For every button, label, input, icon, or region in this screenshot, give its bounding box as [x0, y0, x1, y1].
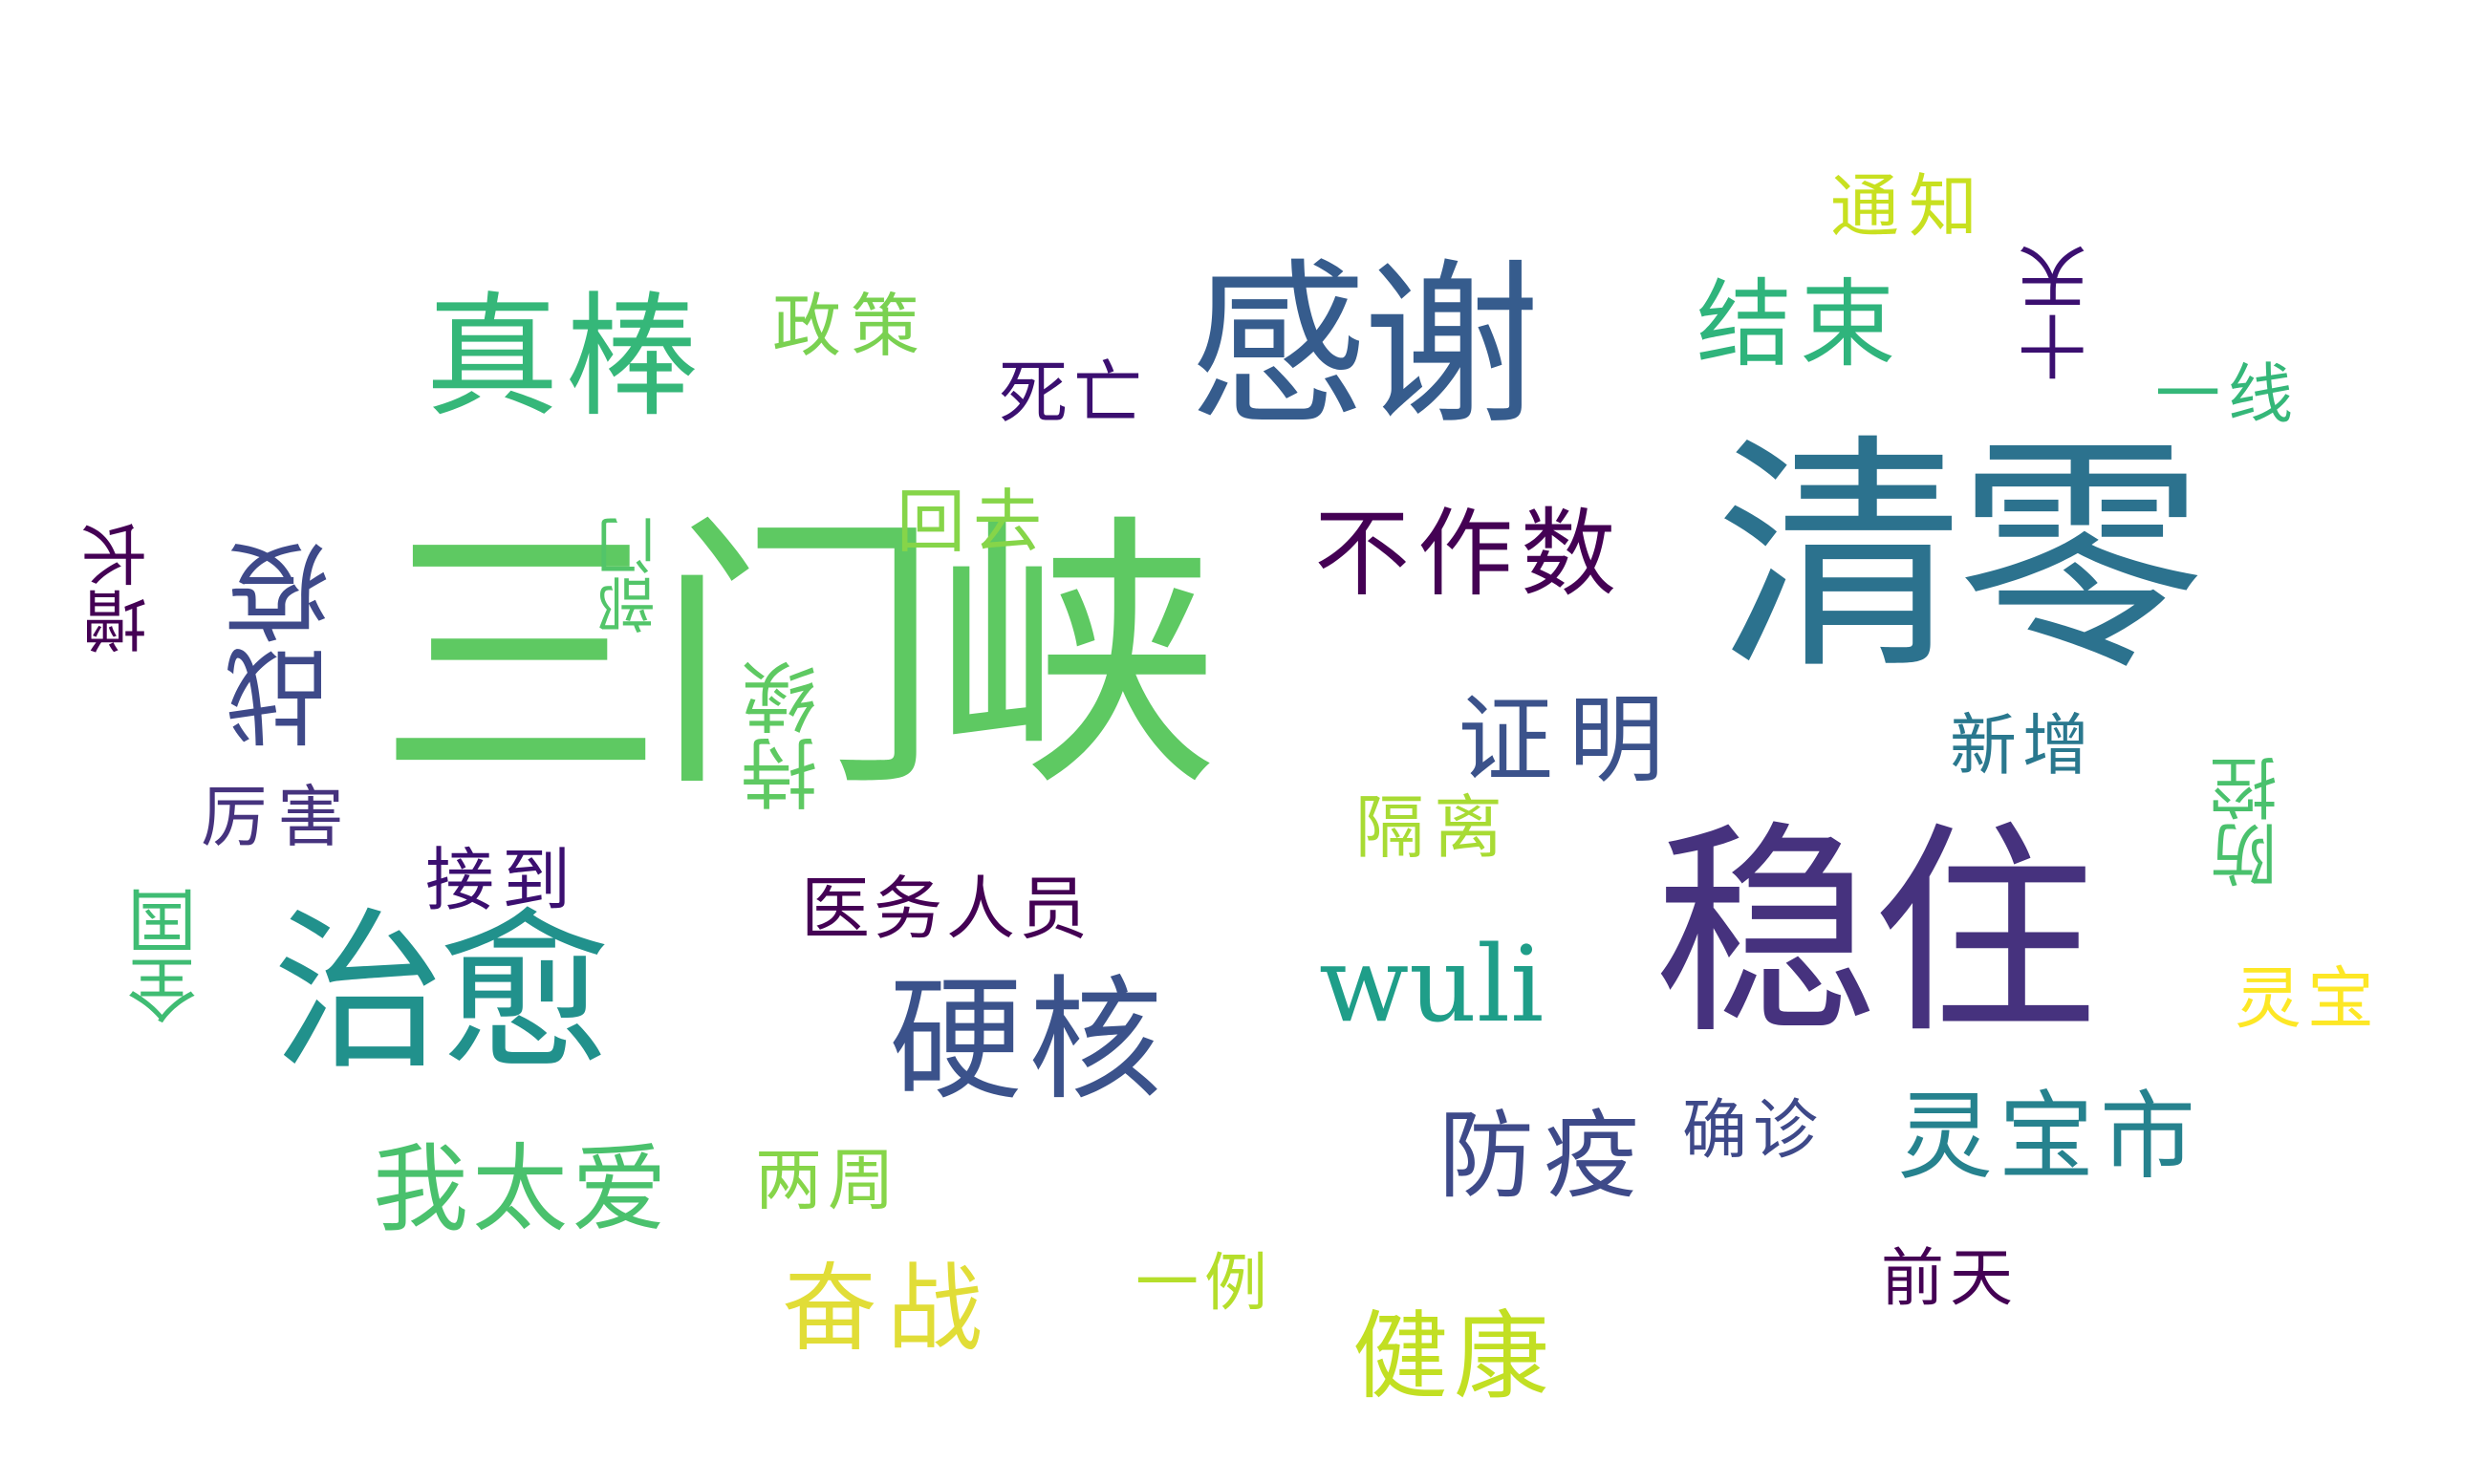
word-shitian: 十天	[2019, 244, 2099, 381]
word-jiedao: 接到	[425, 840, 579, 920]
word-lingbaoshi: 灵宝市	[1897, 1081, 2201, 1193]
word-tongzhi: 通知	[1830, 166, 1988, 247]
word-quezhen: 确诊	[1682, 1093, 1825, 1169]
word-zhenbang: 真棒	[425, 280, 705, 436]
word-chixu: 持续	[741, 659, 830, 812]
word-wenzhu: 稳住	[1653, 804, 2097, 1065]
word-sanmenxia: 三门峡	[378, 492, 1219, 826]
word-huiqu: 回去	[897, 482, 1050, 562]
word-geli: 隔离	[1355, 787, 1513, 868]
word-jieshu: 结束	[1696, 269, 1903, 380]
word-ganxie: 感谢	[1190, 243, 1540, 449]
word-zengzhang: 增长	[80, 521, 159, 655]
word-lingbao: 灵宝	[2235, 959, 2380, 1038]
word-yili: 一例	[1135, 1246, 1273, 1320]
word-zhengming: 证明	[1458, 684, 1679, 796]
word-lihai: 厉害	[201, 778, 354, 856]
word-fangkong: 防控	[2210, 755, 2288, 889]
word-fenzhan: 奋战	[782, 1253, 992, 1365]
word-wotaiai: 我太爱	[373, 1133, 671, 1245]
word-jiankang: 健康	[1352, 1301, 1555, 1412]
word-bumen: 部门	[596, 516, 666, 634]
word-yiwurenyuan: 医务人员	[801, 869, 1092, 949]
word-qingling: 清零	[1716, 415, 2205, 703]
word-siwang: 死亡	[999, 353, 1149, 433]
word-zhiyu: 治愈	[272, 893, 611, 1093]
word-fangyi: 防疫	[1438, 1100, 1649, 1212]
word-zhanyi: 战疫	[226, 540, 348, 750]
word-yixian: 一线	[2155, 357, 2301, 433]
word-yinghe: 硬核	[889, 963, 1169, 1119]
word-zhengce: 政策	[772, 286, 930, 366]
word-buzuoshu: 不作数	[1314, 498, 1624, 610]
word-qiantian: 前天	[1881, 1241, 2019, 1315]
word-quanguo: 全国	[128, 887, 208, 1024]
word-liangzhou: 两周	[755, 1141, 900, 1219]
word-xinzeng: 新增	[1950, 706, 2095, 785]
word-wuli: wuli	[1319, 923, 1545, 1045]
